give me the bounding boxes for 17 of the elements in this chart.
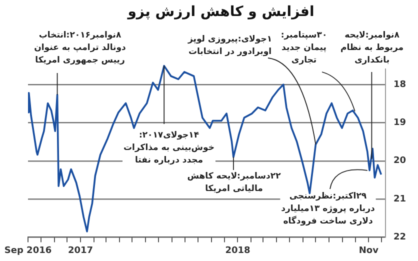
annotation: ۸نوامبر۲۰۱۶:انتخاب دونالد ترامپ به عنوان رییس جمهوری امریکا — [34, 30, 127, 66]
x-tick-label: 2017 — [68, 246, 94, 256]
y-tick-label: 19 — [393, 118, 406, 128]
y-tick-label: 21 — [393, 194, 406, 204]
annotation: ۲۲دسامبر:لایحه کاهش مالیاتی امریکا — [187, 171, 282, 194]
y-tick-label: 18 — [393, 80, 406, 90]
y-tick-label: 22 — [393, 232, 406, 243]
x-tick-label: 2018 — [225, 246, 250, 256]
annotation: ۱۴جولای۲۰۱۷: خوش‌بینی به مذاکرات مجدد درباره نفتا — [124, 130, 214, 166]
annotation: ۱جولای:پیروزی لوپز اوبرادور در انتخابات — [186, 34, 272, 57]
y-tick-label: 20 — [393, 156, 406, 166]
annotation: ۳۰سپتامبر: پیمان جدید تجاری — [280, 30, 328, 66]
x-tick-label: Sep 2016 — [4, 246, 52, 256]
chart-title: افزایش و کاهش ارزش پزو — [126, 4, 314, 20]
annotation: ۸نوامبر:لایحه مربوط به نظام بانکداری — [340, 30, 404, 66]
x-tick-label: Nov — [358, 246, 379, 256]
annotation: ۲۹اکتبر:نظرسنجی درباره پروژه ۱۳میلیارد دلاری ساخت فرودگاه — [281, 191, 376, 226]
